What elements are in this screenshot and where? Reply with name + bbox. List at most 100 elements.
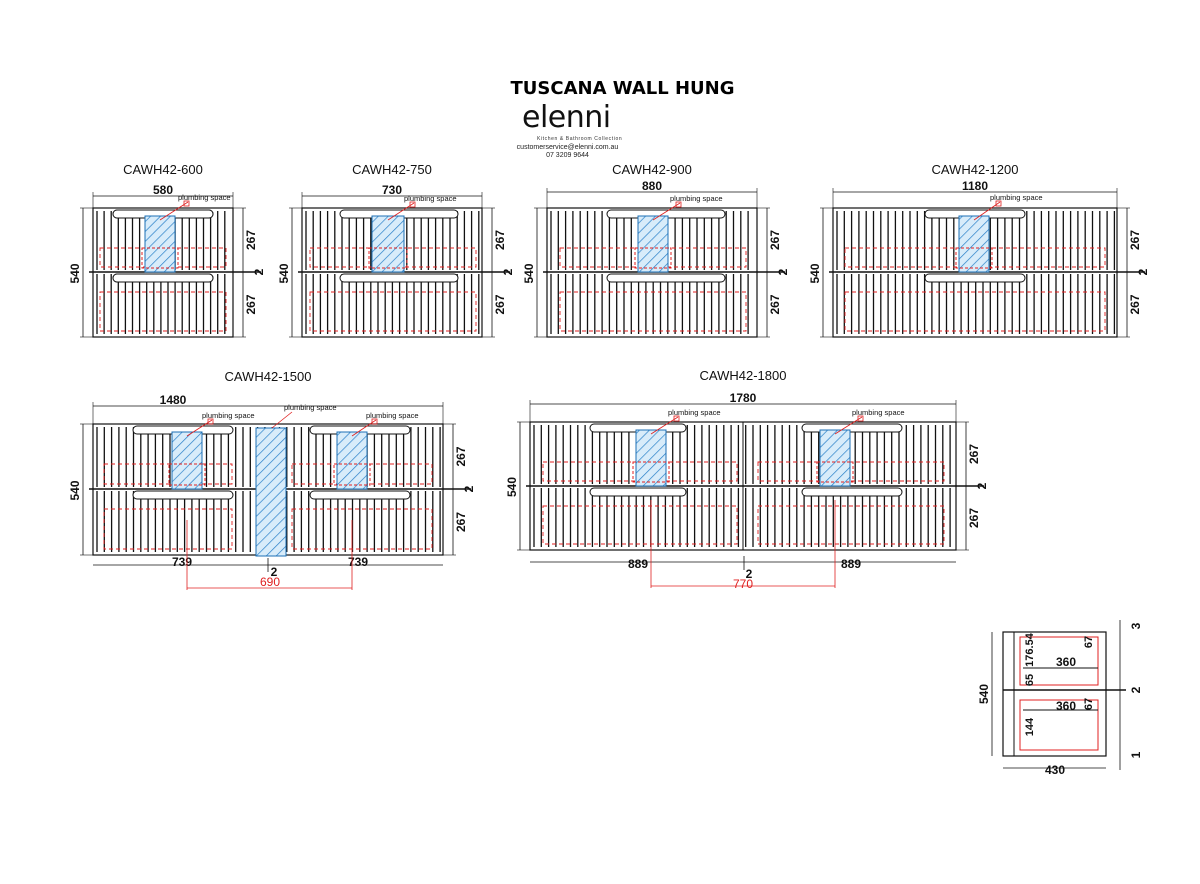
plumbing-cutout: [816, 461, 854, 483]
height-label: 540: [522, 263, 536, 283]
brand-tagline: Kitchen & Bathroom Collection: [537, 136, 623, 142]
gap-label: 2: [1136, 268, 1150, 275]
center-gap-label: 2: [271, 565, 278, 579]
internal-drawer-bottom: [542, 505, 738, 545]
plumbing-pointer: [834, 416, 863, 435]
dim-144: 144: [1024, 717, 1036, 736]
internal-drawer-bottom: [309, 291, 477, 332]
plumbing-cutout: [634, 247, 672, 269]
lower-drawer-height: 267: [967, 508, 981, 528]
plumbing-space-box: [336, 431, 368, 490]
plumbing-space-box: [635, 429, 667, 487]
plumbing-space-box: [171, 431, 203, 490]
upper-drawer-height: 267: [493, 230, 507, 250]
brand-logo: elenni: [522, 100, 611, 135]
pointer-marker: [857, 415, 864, 422]
plumbing-label: plumbing space: [668, 408, 721, 417]
gap-label: 2: [776, 268, 790, 275]
height-label: 540: [277, 263, 291, 283]
width-label: 1480: [160, 393, 187, 407]
width-label: 880: [642, 179, 662, 193]
plumbing-space-box: [371, 215, 405, 273]
plumbing-cutout: [141, 247, 179, 269]
handle-bottom: [924, 273, 1026, 283]
plumbing-cutout: [168, 463, 206, 486]
plumbing-space-box: [819, 429, 851, 487]
right-part-label: 739: [348, 555, 368, 569]
pointer-marker: [673, 415, 680, 422]
lower-drawer-height: 267: [493, 294, 507, 314]
model-name: CAWH42-1800: [700, 368, 787, 383]
model-name: CAWH42-750: [352, 162, 432, 177]
drawer-depth-top: 360: [1056, 655, 1076, 669]
plumbing-pointer: [650, 416, 679, 435]
dim-176: 176.54: [1024, 632, 1036, 667]
center-gap-label: 2: [746, 567, 753, 581]
plumbing-cutout: [955, 247, 993, 269]
elevation-cawh42-900: CAWH42-900 880 plumbing space 540 267 267 2: [522, 162, 790, 338]
model-name: CAWH42-600: [123, 162, 203, 177]
plumbing-label: plumbing space: [284, 403, 337, 412]
handle-bottom: [589, 487, 687, 497]
pointer-marker: [409, 201, 416, 208]
side-section-view: 360 360 176.54 65 144 67 67 540 430 3 2 1: [977, 620, 1143, 777]
internal-drawer-bottom: [291, 508, 433, 550]
internal-drawer-top: [757, 461, 945, 482]
side-drawer-top: [1019, 636, 1099, 686]
internal-drawer-bottom: [844, 291, 1106, 332]
left-part-label: 889: [628, 557, 648, 571]
internal-drawer-top: [103, 463, 233, 485]
side-drawer-bottom: [1019, 699, 1099, 751]
side-outline: [1002, 631, 1107, 757]
plumbing-label: plumbing space: [178, 193, 231, 202]
plumbing-pointer: [271, 411, 293, 429]
width-label: 1180: [962, 179, 988, 193]
plumbing-space-box: [637, 215, 669, 273]
plumbing-pointer: [652, 202, 681, 221]
lower-drawer-height: 267: [454, 512, 468, 532]
left-part-label: 739: [172, 555, 192, 569]
plumbing-span-label: 690: [260, 575, 280, 589]
plumbing-label: plumbing space: [670, 194, 723, 203]
upper-drawer-height: 267: [1128, 230, 1142, 250]
right-part-label: 889: [841, 557, 861, 571]
side-depth-label: 430: [1045, 763, 1065, 777]
dim-67-top: 67: [1083, 636, 1095, 648]
side-bottom-offset: 1: [1129, 751, 1143, 758]
plumbing-label: plumbing space: [404, 194, 457, 203]
lower-drawer-height: 267: [244, 294, 258, 314]
model-name: CAWH42-1500: [225, 369, 312, 384]
handle-bottom: [339, 273, 459, 283]
elevation-cawh42-600: CAWH42-600 580 plumbing space 540 267 267 2: [68, 162, 266, 338]
model-name: CAWH42-1200: [932, 162, 1019, 177]
width-label: 1780: [730, 391, 757, 405]
plumbing-space-box: [958, 215, 990, 273]
internal-drawer-bottom: [559, 291, 747, 332]
handle-bottom: [309, 490, 411, 500]
width-label: 730: [382, 183, 402, 197]
plumbing-label: plumbing space: [990, 193, 1043, 202]
contact-email: customerservice@elenni.com.au: [516, 144, 619, 151]
dim-67-bottom: 67: [1083, 698, 1095, 710]
plumbing-span-label: 770: [733, 577, 753, 591]
upper-drawer-height: 267: [768, 230, 782, 250]
height-label: 540: [68, 480, 82, 500]
elevation-cawh42-1800: CAWH42-1800 1780 plumbing space plumbing sp…: [505, 368, 989, 591]
internal-drawer-bottom: [99, 291, 227, 332]
plumbing-label: plumbing space: [366, 411, 419, 420]
handle-bottom: [112, 273, 214, 283]
gap-label: 2: [252, 268, 266, 275]
plumbing-space-box: [255, 427, 287, 557]
drawing-title: TUSCANA WALL HUNG: [510, 78, 735, 99]
side-top-offset: 3: [1129, 622, 1143, 629]
height-label: 540: [68, 263, 82, 283]
handle-bottom: [801, 487, 903, 497]
upper-drawer-height: 267: [454, 446, 468, 466]
plumbing-pointer: [159, 201, 189, 221]
plumbing-space-box: [144, 215, 176, 273]
drawer-depth-bottom: 360: [1056, 699, 1076, 713]
pointer-marker: [371, 418, 378, 425]
